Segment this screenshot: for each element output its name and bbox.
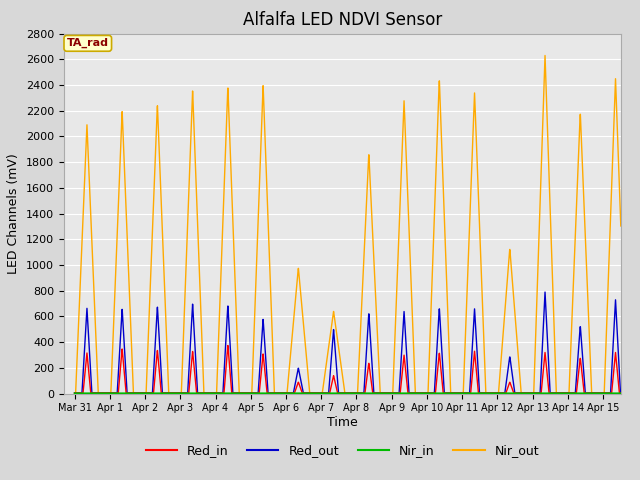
Text: TA_rad: TA_rad [67, 38, 109, 48]
Y-axis label: LED Channels (mV): LED Channels (mV) [8, 153, 20, 274]
X-axis label: Time: Time [327, 416, 358, 429]
Legend: Red_in, Red_out, Nir_in, Nir_out: Red_in, Red_out, Nir_in, Nir_out [141, 440, 544, 462]
Title: Alfalfa LED NDVI Sensor: Alfalfa LED NDVI Sensor [243, 11, 442, 29]
